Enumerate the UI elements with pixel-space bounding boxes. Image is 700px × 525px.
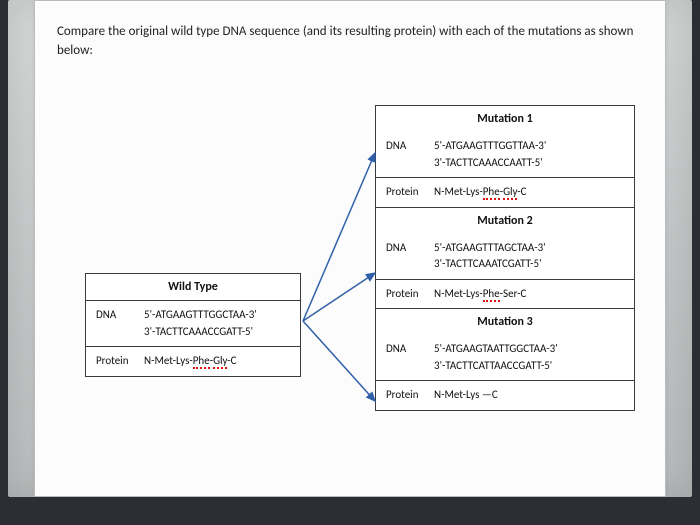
wild-protein: N-Met-Lys-Phe-Gly-C: [144, 353, 290, 370]
diagram-canvas: Compare the original wild type DNA seque…: [35, 1, 665, 496]
mut3-dna-2: 3'-TACTTCATTAACCGATT-5': [434, 359, 552, 372]
dna-label: DNA: [386, 240, 434, 273]
mut1-protein: N-Met-Lys-Phe-Gly-C: [434, 184, 624, 201]
mutations-box: Mutation 1 DNA 5'-ATGAAGTTTGGTTAA-3' 3'-…: [375, 105, 635, 411]
mut2-dna-1: 5'-ATGAAGTTTAGCTAA-3': [434, 241, 546, 254]
mut1-dna-2: 3'-TACTTCAAACCAATT-5': [434, 156, 543, 169]
mut1-dna-1: 5'-ATGAAGTTTGGTTAA-3': [434, 139, 546, 152]
dna-label: DNA: [386, 138, 434, 171]
protein-label: Protein: [96, 353, 144, 370]
dna-label: DNA: [386, 341, 434, 374]
protein-label: Protein: [386, 286, 434, 303]
mutation-1-title: Mutation 1: [376, 106, 634, 132]
mutation-2-title: Mutation 2: [376, 208, 634, 234]
protein-label: Protein: [386, 184, 434, 201]
question-prompt: Compare the original wild type DNA seque…: [57, 23, 643, 61]
wild-type-box: Wild Type DNA 5'-ATGAAGTTTGGCTAA-3' 3'-T…: [85, 273, 301, 377]
wild-dna-2: 3'-TACTTCAAACCGATT-5': [144, 325, 253, 338]
monitor-surface: Compare the original wild type DNA seque…: [8, 0, 692, 497]
mut2-protein: N-Met-Lys-Phe-Ser-C: [434, 286, 624, 303]
dna-label: DNA: [96, 307, 144, 340]
wild-dna-1: 5'-ATGAAGTTTGGCTAA-3': [144, 308, 257, 321]
document-sheet: Compare the original wild type DNA seque…: [34, 0, 666, 497]
wild-type-title: Wild Type: [86, 274, 300, 300]
mutation-3-title: Mutation 3: [376, 309, 634, 335]
mut3-protein: N-Met-Lys —C: [434, 387, 624, 404]
protein-label: Protein: [386, 387, 434, 404]
mut2-dna-2: 3'-TACTTCAAATCGATT-5': [434, 257, 542, 270]
mut3-dna-1: 5'-ATGAAGTAATTGGCTAA-3': [434, 342, 558, 355]
